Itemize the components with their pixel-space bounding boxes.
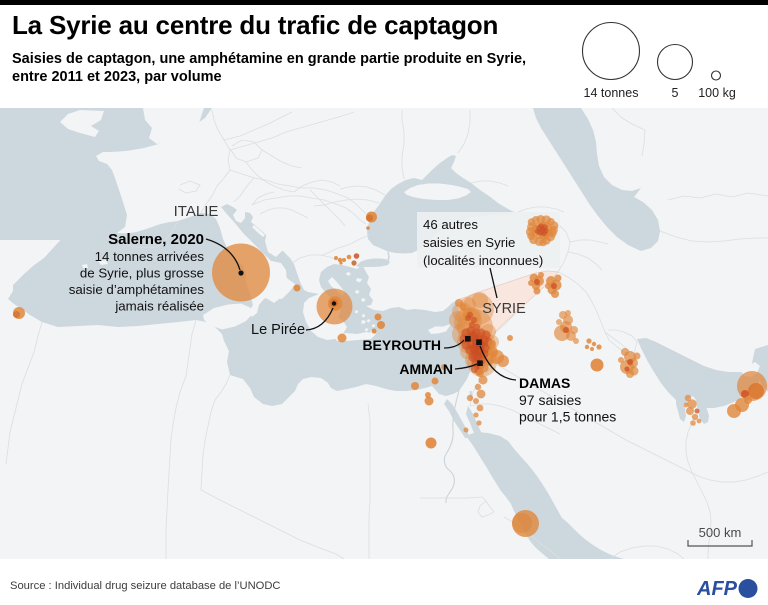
svg-text:DAMAS: DAMAS bbox=[519, 375, 570, 391]
svg-text:14 tonnes arrivées: 14 tonnes arrivées bbox=[95, 249, 205, 264]
svg-text:AFP: AFP bbox=[697, 578, 738, 600]
svg-text:Le Pirée: Le Pirée bbox=[251, 322, 305, 338]
svg-text:500 km: 500 km bbox=[699, 525, 742, 540]
svg-text:46 autres: 46 autres bbox=[423, 217, 478, 232]
svg-text:AMMAN: AMMAN bbox=[399, 361, 453, 377]
svg-text:Salerne, 2020: Salerne, 2020 bbox=[108, 231, 204, 248]
svg-text:100 kg: 100 kg bbox=[698, 86, 736, 100]
svg-text:(localités inconnues): (localités inconnues) bbox=[423, 253, 543, 268]
svg-text:ITALIE: ITALIE bbox=[174, 203, 219, 220]
svg-text:SYRIE: SYRIE bbox=[482, 301, 526, 317]
svg-text:14 tonnes: 14 tonnes bbox=[584, 86, 639, 100]
svg-text:97 saisies: 97 saisies bbox=[519, 392, 581, 408]
svg-text:saisies en Syrie: saisies en Syrie bbox=[423, 235, 515, 250]
svg-text:pour 1,5 tonnes: pour 1,5 tonnes bbox=[519, 409, 616, 425]
svg-text:jamais réalisée: jamais réalisée bbox=[114, 299, 204, 314]
svg-text:saisie d’amphétamines: saisie d’amphétamines bbox=[69, 282, 205, 297]
svg-text:5: 5 bbox=[672, 86, 679, 100]
svg-text:BEYROUTH: BEYROUTH bbox=[362, 337, 441, 353]
svg-text:de Syrie, plus grosse: de Syrie, plus grosse bbox=[80, 266, 204, 281]
